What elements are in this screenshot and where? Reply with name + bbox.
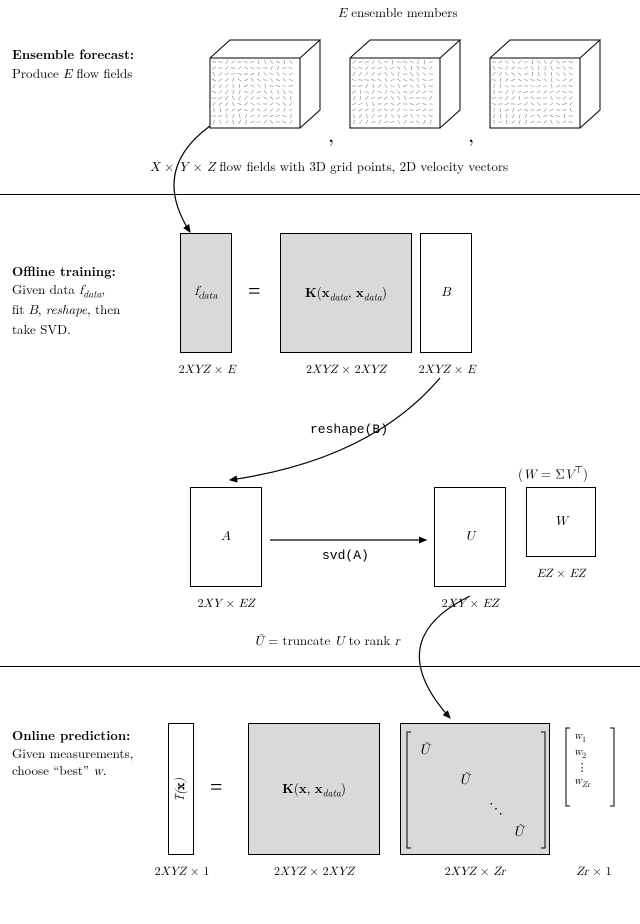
ensemble-count-title: E ensemble members	[338, 6, 458, 22]
label-K: K(xdata, xdata)	[305, 282, 387, 304]
online-section-label: Online prediction:	[12, 725, 130, 744]
w2: w2	[574, 746, 590, 762]
arrow-ensemble-to-fdata	[140, 120, 260, 250]
label-fdata: fdata	[195, 284, 218, 302]
dim-fhat: 2XYZ × 1	[148, 862, 216, 879]
offline-section-block: Offline training: Given data fdata, fit …	[12, 262, 172, 337]
label-W: W	[554, 514, 567, 530]
box-K: K(xdata, xdata)	[280, 233, 412, 353]
box-W: W	[526, 487, 596, 557]
label-U: U	[465, 529, 475, 545]
Utilde-dots: ⋱	[489, 798, 503, 818]
w1: w1	[574, 730, 590, 746]
box-fdata: fdata	[180, 233, 232, 353]
box-B: B	[420, 233, 472, 353]
Utilde-3: Ũ	[513, 824, 524, 841]
wZr: wZr	[574, 775, 590, 791]
divider-2	[0, 666, 640, 667]
Utilde-2: Ũ	[459, 772, 470, 789]
ensemble-section-label: Ensemble forecast:	[12, 44, 134, 63]
label-B: B	[441, 285, 450, 301]
flowfield-cube-2	[340, 28, 470, 138]
dim-W: EZ × EZ	[526, 564, 596, 581]
dim-K2: 2XYZ × 2XYZ	[258, 862, 370, 879]
online-section-block: Online prediction: Given measurements, c…	[12, 726, 172, 781]
label-reshape: reshape(B)	[310, 422, 388, 437]
flowfield-cube-3	[480, 28, 610, 138]
arrow-U-to-online	[320, 590, 500, 740]
ensemble-title-rest: ensemble members	[351, 7, 457, 20]
dim-w: Zr × 1	[568, 862, 620, 879]
divider-1	[0, 194, 640, 195]
box-U: U	[434, 487, 506, 587]
label-svd: svd(A)	[322, 548, 369, 563]
label-W-paren: (W = ΣV⊤)	[518, 462, 588, 483]
w-vector: w1 w2 ⋮ wZr	[564, 726, 618, 812]
label-fhat: f̂ (x)	[173, 778, 189, 800]
offline-section-label: Offline training:	[12, 261, 116, 280]
w-vdots: ⋮	[574, 761, 590, 775]
online-line2: choose “best” w.	[12, 760, 106, 779]
box-A: A	[190, 487, 262, 587]
box-K2: K(x, xdata)	[248, 723, 380, 855]
label-A: A	[221, 529, 231, 545]
dim-Ublock: 2XYZ × Zr	[420, 862, 530, 879]
ensemble-section-label-block: Ensemble forecast: Produce E flow fields	[12, 44, 172, 83]
dim-A: 2XY × EZ	[184, 594, 268, 611]
w-vector-brackets	[564, 726, 618, 808]
cube-comma-2: ,	[468, 118, 474, 149]
arrow-svd	[266, 530, 432, 550]
Utilde-1: Ũ	[419, 742, 430, 759]
eq-sign-1: =	[248, 278, 260, 304]
cube-comma-1: ,	[328, 118, 334, 149]
eq-sign-2: =	[210, 774, 222, 800]
offline-line1: Given data fdata,	[12, 279, 105, 298]
box-Ublock: Ũ Ũ ⋱ Ũ	[400, 723, 550, 855]
label-K2: K(x, xdata)	[282, 778, 346, 800]
offline-line3: take SVD.	[12, 319, 71, 338]
ensemble-section-text: Produce E flow fields	[12, 63, 132, 82]
online-line1: Given measurements,	[12, 743, 133, 762]
box-fhat: f̂ (x)	[168, 723, 194, 855]
offline-line2: fit B, reshape, then	[12, 299, 120, 318]
